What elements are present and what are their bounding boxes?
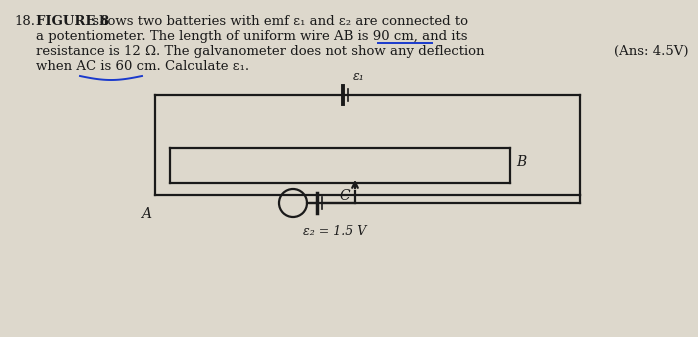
Text: FIGURE 8: FIGURE 8 (36, 15, 109, 28)
Text: ε₁: ε₁ (353, 70, 365, 83)
Text: A: A (141, 207, 151, 221)
Text: (Ans: 4.5V): (Ans: 4.5V) (614, 45, 688, 58)
Text: B: B (516, 154, 526, 168)
Text: C: C (339, 189, 350, 203)
Text: when AC is 60 cm. Calculate ε₁.: when AC is 60 cm. Calculate ε₁. (36, 60, 249, 73)
Text: a potentiometer. The length of uniform wire AB is 90 cm, and its: a potentiometer. The length of uniform w… (36, 30, 468, 43)
Text: shows two batteries with emf ε₁ and ε₂ are connected to: shows two batteries with emf ε₁ and ε₂ a… (88, 15, 468, 28)
Text: resistance is 12 Ω. The galvanometer does not show any deflection: resistance is 12 Ω. The galvanometer doe… (36, 45, 484, 58)
Text: 18.: 18. (14, 15, 35, 28)
Text: ε₂ = 1.5 V: ε₂ = 1.5 V (303, 225, 366, 238)
